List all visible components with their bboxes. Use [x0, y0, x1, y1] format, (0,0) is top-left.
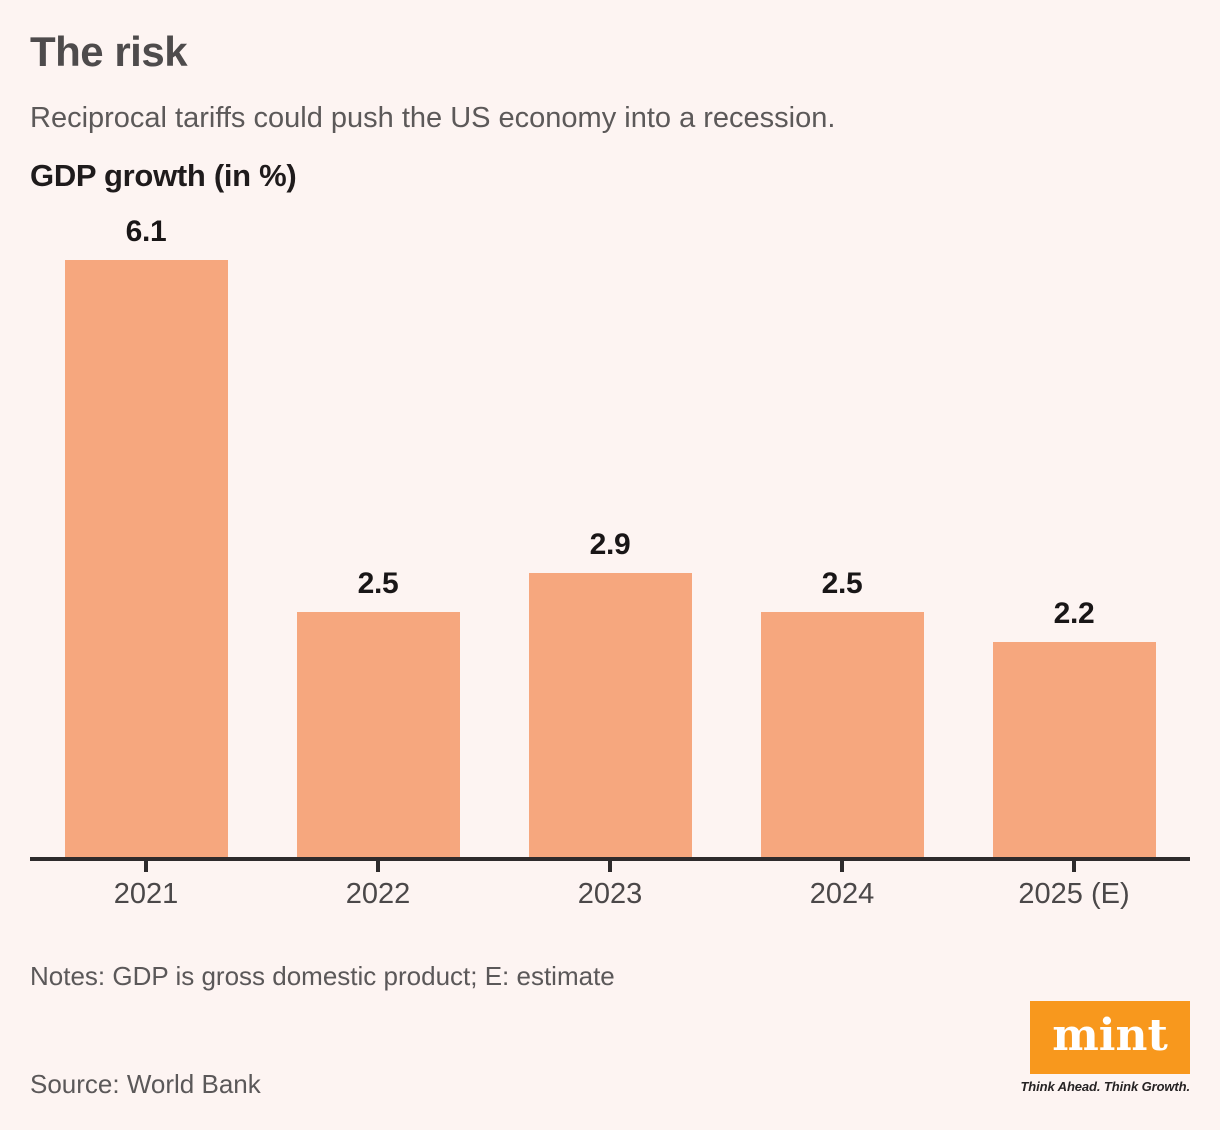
bar-value-label: 2.5: [821, 567, 863, 600]
x-axis-line: [30, 857, 1190, 861]
bar: [992, 642, 1156, 857]
page-subtitle: Reciprocal tariffs could push the US eco…: [30, 102, 836, 134]
axis-tick: [376, 861, 380, 872]
bar: [528, 573, 692, 857]
axis-tick: [144, 861, 148, 872]
page-title: The risk: [30, 28, 188, 75]
chart-axis-title: GDP growth (in %): [30, 158, 297, 193]
axis-tick: [608, 861, 612, 872]
bar-chart: 6.1 2.5 2.9 2.5 2.2 2021 2022 2023 2024 2025 (E): [30, 200, 1190, 910]
mint-logo: mint: [1030, 1001, 1190, 1074]
x-axis-label: 2021: [113, 878, 179, 910]
bar-value-label: 2.2: [1053, 597, 1095, 630]
bar: [64, 260, 228, 857]
bar-value-label: 2.5: [357, 567, 399, 600]
bar-value-label: 6.1: [125, 215, 167, 248]
mint-logo-text: mint: [1052, 1009, 1168, 1061]
chart-notes: Notes: GDP is gross domestic product; E:…: [30, 961, 615, 991]
axis-tick: [840, 861, 844, 872]
mint-tagline: Think Ahead. Think Growth.: [1020, 1079, 1190, 1094]
bar-value-label: 2.9: [589, 528, 631, 561]
axis-tick: [1072, 861, 1076, 872]
bar: [296, 612, 460, 857]
chart-source: Source: World Bank: [30, 1069, 261, 1099]
x-axis-label: 2022: [345, 878, 411, 910]
bar: [760, 612, 924, 857]
x-axis-label: 2024: [809, 878, 875, 910]
x-axis-label: 2023: [577, 878, 643, 910]
plot-area: 6.1 2.5 2.9 2.5 2.2: [30, 200, 1190, 857]
x-axis-label: 2025 (E): [1018, 878, 1130, 910]
